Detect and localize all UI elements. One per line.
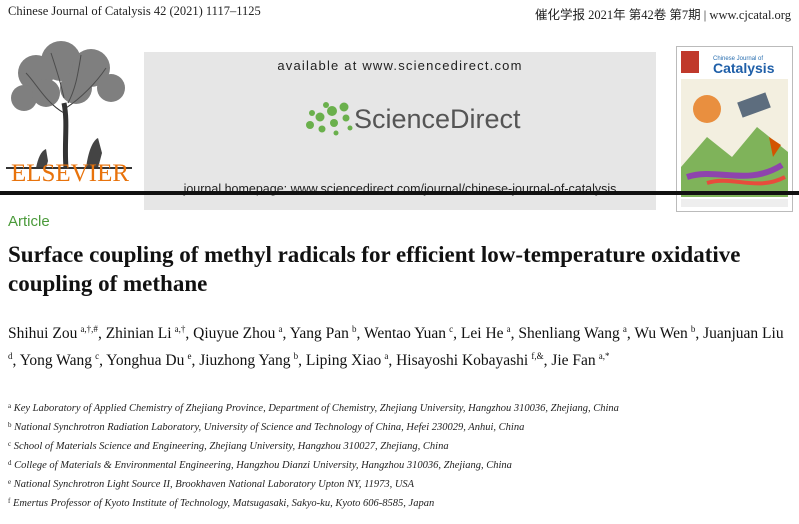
elsevier-wordmark: ELSEVIER [10, 160, 130, 187]
author-affiliation-marker: a [384, 351, 389, 361]
journal-banner: ELSEVIER available at www.sciencedirect.… [0, 30, 799, 212]
header-rule [0, 191, 799, 195]
cover-subtitle: Chinese Journal of [713, 56, 763, 62]
author-name: Shihui Zou [8, 325, 78, 342]
affiliation: c School of Materials Science and Engine… [8, 436, 793, 455]
author-affiliation-marker: d [8, 351, 13, 361]
author-affiliation-marker: b [690, 324, 696, 334]
author-affiliation-marker: f,& [531, 351, 544, 361]
author-list: Shihui Zou a,†,#, Zhinian Li a,†, Qiuyue… [8, 318, 793, 372]
author-affiliation-marker: a [278, 324, 283, 334]
author[interactable]: Liping Xiao a [305, 351, 389, 369]
author-separator: , [543, 352, 552, 369]
author[interactable]: Shenliang Wang a [518, 324, 627, 342]
author[interactable]: Qiuyue Zhou a [193, 324, 283, 342]
author[interactable]: Jie Fan a,* [551, 351, 610, 369]
author-name: Yang Pan [289, 325, 349, 342]
author[interactable]: Zhinian Li a,† [105, 324, 186, 342]
affiliation-text: College of Materials & Environmental Eng… [11, 460, 512, 471]
author-affiliation-marker: a [622, 324, 627, 334]
affiliation: b National Synchrotron Radiation Laborat… [8, 417, 793, 436]
article-title: Surface coupling of methyl radicals for … [8, 242, 741, 296]
author[interactable]: Wu Wen b [634, 324, 696, 342]
author-name: Wu Wen [634, 325, 688, 342]
author[interactable]: Shihui Zou a,†,# [8, 324, 98, 342]
elsevier-tree-logo-icon [6, 41, 132, 173]
author[interactable]: Yong Wang c [19, 351, 100, 369]
available-at-text: available at www.sciencedirect.com [277, 58, 523, 73]
sciencedirect-dots-icon [306, 102, 353, 136]
author-separator: , [510, 325, 519, 342]
affiliation: f Emertus Professor of Kyoto Institute o… [8, 493, 793, 512]
author-separator: , [388, 352, 397, 369]
affiliation-text: School of Materials Science and Engineer… [11, 441, 449, 452]
chinese-citation: 催化学报 2021年 第42卷 第7期 | www.cjcatal.org [535, 8, 791, 22]
journal-citation: Chinese Journal of Catalysis 42 (2021) 1… [8, 4, 261, 18]
running-header: Chinese Journal of Catalysis 42 (2021) 1… [8, 4, 791, 22]
author-separator: , [12, 352, 20, 369]
author-name: Jie Fan [551, 352, 596, 369]
author-separator: , [185, 325, 194, 342]
affiliation-label: d [8, 459, 12, 467]
author-affiliation-marker: c [95, 351, 100, 361]
author-name: Zhinian Li [105, 325, 172, 342]
author-name: Hisayoshi Kobayashi [396, 352, 529, 369]
author-affiliation-marker: a,†,# [80, 324, 98, 334]
affiliation: e National Synchrotron Light Source II, … [8, 474, 793, 493]
affiliation-label: f [8, 497, 11, 505]
affiliation-label: a [8, 402, 12, 410]
author-name: Qiuyue Zhou [193, 325, 276, 342]
author[interactable]: Yonghua Du e [106, 351, 192, 369]
author-separator: , [282, 325, 290, 342]
sciencedirect-wordmark: ScienceDirect [354, 104, 521, 134]
author-affiliation-marker: a,* [598, 351, 610, 361]
author[interactable]: Lei He a [460, 324, 511, 342]
author-affiliation-marker: a [506, 324, 511, 334]
sciencedirect-box: available at www.sciencedirect.com Scien… [144, 52, 656, 210]
affiliation-label: e [8, 478, 12, 486]
author-separator: , [695, 325, 704, 342]
affiliation-text: National Synchrotron Radiation Laborator… [11, 422, 525, 433]
author-separator: , [191, 352, 200, 369]
author-separator: , [97, 325, 106, 342]
author[interactable]: Wentao Yuan c [363, 324, 454, 342]
affiliation: a Key Laboratory of Applied Chemistry of… [8, 398, 793, 417]
author-separator: , [453, 325, 461, 342]
author-name: Liping Xiao [305, 352, 382, 369]
author[interactable]: Yang Pan b [289, 324, 357, 342]
author-name: Juanjuan Liu [703, 325, 784, 342]
author-affiliation-marker: c [449, 324, 454, 334]
author-name: Jiuzhong Yang [199, 352, 291, 369]
author-affiliation-marker: e [187, 351, 192, 361]
affiliation-text: Key Laboratory of Applied Chemistry of Z… [11, 403, 619, 414]
author[interactable]: Jiuzhong Yang b [199, 351, 299, 369]
journal-cover-image-icon: Chinese Journal of Catalysis [676, 46, 793, 212]
author[interactable]: Juanjuan Liu d [8, 325, 787, 369]
affiliation-text: National Synchrotron Light Source II, Br… [11, 479, 415, 490]
author-name: Wentao Yuan [363, 325, 447, 342]
author-separator: , [626, 325, 635, 342]
author-affiliation-marker: b [293, 351, 299, 361]
author-name: Yong Wang [19, 352, 92, 369]
cover-title: Catalysis [713, 60, 775, 76]
article-type-label: Article [8, 213, 50, 230]
affiliation-list: a Key Laboratory of Applied Chemistry of… [8, 398, 793, 512]
author-name: Shenliang Wang [518, 325, 620, 342]
author-separator: , [99, 352, 107, 369]
author-affiliation-marker: b [351, 324, 357, 334]
affiliation: d College of Materials & Environmental E… [8, 455, 793, 474]
author[interactable]: Hisayoshi Kobayashi f,& [396, 351, 544, 369]
affiliation-label: c [8, 440, 12, 448]
author-separator: , [298, 352, 306, 369]
author-name: Yonghua Du [106, 352, 185, 369]
affiliation-label: b [8, 421, 12, 429]
author-affiliation-marker: a,† [174, 324, 186, 334]
author-name: Lei He [460, 325, 504, 342]
affiliation-text: Emertus Professor of Kyoto Institute of … [10, 498, 435, 509]
author-separator: , [356, 325, 364, 342]
